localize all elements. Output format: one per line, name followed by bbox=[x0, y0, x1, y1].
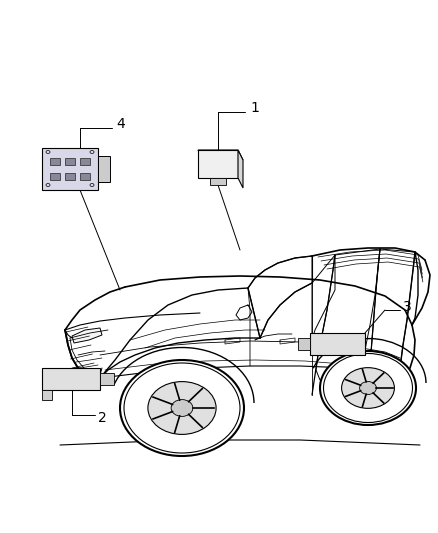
Ellipse shape bbox=[171, 400, 193, 416]
Polygon shape bbox=[80, 158, 90, 165]
Polygon shape bbox=[198, 150, 238, 178]
Polygon shape bbox=[42, 148, 98, 190]
Polygon shape bbox=[50, 158, 60, 165]
Polygon shape bbox=[80, 173, 90, 180]
Ellipse shape bbox=[342, 368, 394, 408]
Text: 2: 2 bbox=[98, 411, 107, 425]
Polygon shape bbox=[238, 150, 243, 188]
Polygon shape bbox=[72, 328, 102, 343]
Polygon shape bbox=[98, 156, 110, 182]
Text: 1: 1 bbox=[250, 101, 259, 115]
Polygon shape bbox=[65, 158, 75, 165]
Polygon shape bbox=[210, 178, 226, 185]
Ellipse shape bbox=[320, 351, 416, 425]
Ellipse shape bbox=[148, 382, 216, 434]
Polygon shape bbox=[65, 173, 75, 180]
Polygon shape bbox=[100, 373, 114, 385]
Ellipse shape bbox=[360, 382, 376, 394]
Polygon shape bbox=[42, 390, 52, 400]
Polygon shape bbox=[50, 173, 60, 180]
Polygon shape bbox=[298, 338, 310, 350]
Polygon shape bbox=[310, 333, 365, 355]
Polygon shape bbox=[198, 150, 243, 160]
Polygon shape bbox=[42, 368, 100, 390]
Text: 3: 3 bbox=[403, 300, 412, 314]
Text: 4: 4 bbox=[116, 117, 125, 131]
Ellipse shape bbox=[120, 360, 244, 456]
